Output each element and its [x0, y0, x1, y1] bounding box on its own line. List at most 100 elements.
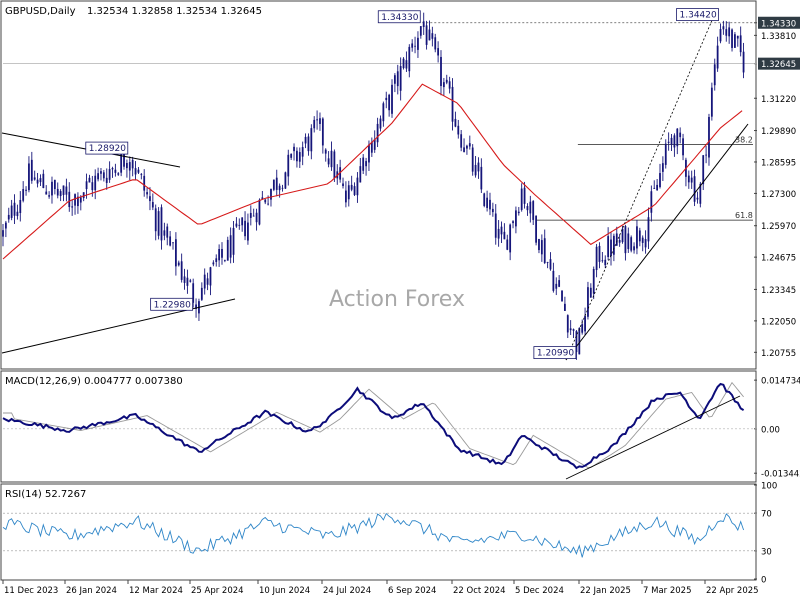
price-annotation-label: 1.20990 — [537, 349, 574, 359]
candle — [546, 261, 549, 269]
candle-body — [298, 152, 301, 162]
candle — [241, 217, 244, 232]
candle-body — [350, 184, 353, 190]
candle — [633, 242, 635, 254]
candle-body — [388, 94, 391, 111]
candle — [457, 119, 460, 139]
candle — [244, 211, 246, 241]
candle-body — [448, 81, 451, 89]
candle-body — [650, 191, 653, 213]
candle — [108, 161, 111, 183]
candle — [189, 278, 192, 283]
candle-body — [572, 329, 575, 331]
candle — [247, 213, 249, 245]
candle — [647, 207, 650, 249]
candle-body — [728, 27, 731, 37]
candle — [275, 169, 278, 197]
candle-body — [414, 45, 416, 47]
candle-body — [515, 210, 517, 227]
candle — [94, 169, 97, 200]
candle-body — [261, 197, 264, 200]
candle-body — [457, 125, 460, 135]
candle — [428, 20, 431, 41]
candle — [517, 207, 520, 216]
candle — [405, 51, 408, 72]
candle — [345, 181, 347, 208]
macd-label: MACD(12,26,9) 0.004777 0.007380 — [5, 376, 183, 387]
candle — [385, 91, 388, 109]
candle-body — [584, 315, 586, 332]
candle-body — [229, 235, 232, 258]
candle-body — [365, 161, 367, 167]
candle-body — [91, 182, 94, 191]
candle-body — [696, 197, 699, 200]
candle-body — [39, 178, 42, 183]
x-axis-label: 26 Jan 2024 — [66, 586, 117, 596]
candle-body — [624, 226, 627, 254]
candle-body — [195, 304, 197, 309]
candle-body — [111, 168, 114, 170]
candle — [742, 42, 745, 79]
candle — [396, 64, 399, 95]
candle — [264, 198, 267, 205]
candle — [471, 144, 474, 176]
candle — [376, 117, 379, 148]
candle-body — [108, 169, 111, 180]
candle — [62, 185, 65, 202]
candle — [370, 137, 373, 157]
candle — [373, 130, 376, 153]
candle-body — [417, 37, 419, 50]
candle-body — [131, 159, 134, 169]
candle — [636, 219, 638, 255]
price-panel-frame — [0, 0, 757, 370]
candle — [56, 182, 59, 199]
candle-body — [13, 202, 16, 216]
candle — [480, 158, 483, 193]
candle — [391, 79, 393, 118]
candle-body — [114, 169, 117, 173]
candle-body — [71, 206, 74, 208]
candle-body — [313, 119, 316, 129]
candle-body — [120, 152, 123, 173]
candle-body — [143, 175, 146, 191]
candle-body — [347, 185, 350, 200]
candle-body — [223, 260, 226, 261]
candle — [555, 277, 558, 296]
candle — [330, 141, 333, 171]
candle — [137, 167, 140, 175]
candle-body — [633, 246, 635, 251]
candle — [638, 227, 641, 247]
candle — [659, 163, 661, 189]
candle-body — [670, 137, 673, 145]
candle-body — [618, 240, 621, 243]
candle-body — [693, 176, 696, 202]
candle-body — [296, 150, 298, 162]
candle — [494, 204, 497, 245]
candle — [399, 57, 402, 101]
candle — [16, 204, 19, 220]
candle-body — [212, 262, 215, 265]
candle — [79, 195, 82, 211]
candle — [442, 77, 445, 96]
candle-body — [454, 118, 457, 127]
candle — [321, 117, 324, 154]
candle — [327, 151, 330, 168]
candle — [261, 190, 264, 200]
candle — [218, 244, 221, 267]
price-axis-label: 1.31220 — [761, 95, 796, 105]
candle — [235, 217, 238, 228]
candle — [402, 57, 405, 70]
candles — [2, 12, 745, 360]
candle-body — [520, 188, 523, 210]
ema-line — [2, 83, 743, 260]
candle-body — [117, 173, 120, 175]
candle — [174, 232, 177, 276]
candle-body — [494, 213, 497, 238]
price-axis-label: 1.23345 — [761, 286, 796, 296]
candle-body — [169, 236, 172, 246]
x-axis-label: 22 Apr 2025 — [706, 586, 759, 596]
candle — [258, 198, 261, 226]
candle — [36, 172, 39, 188]
candle-body — [509, 224, 512, 253]
candle-body — [48, 195, 51, 197]
